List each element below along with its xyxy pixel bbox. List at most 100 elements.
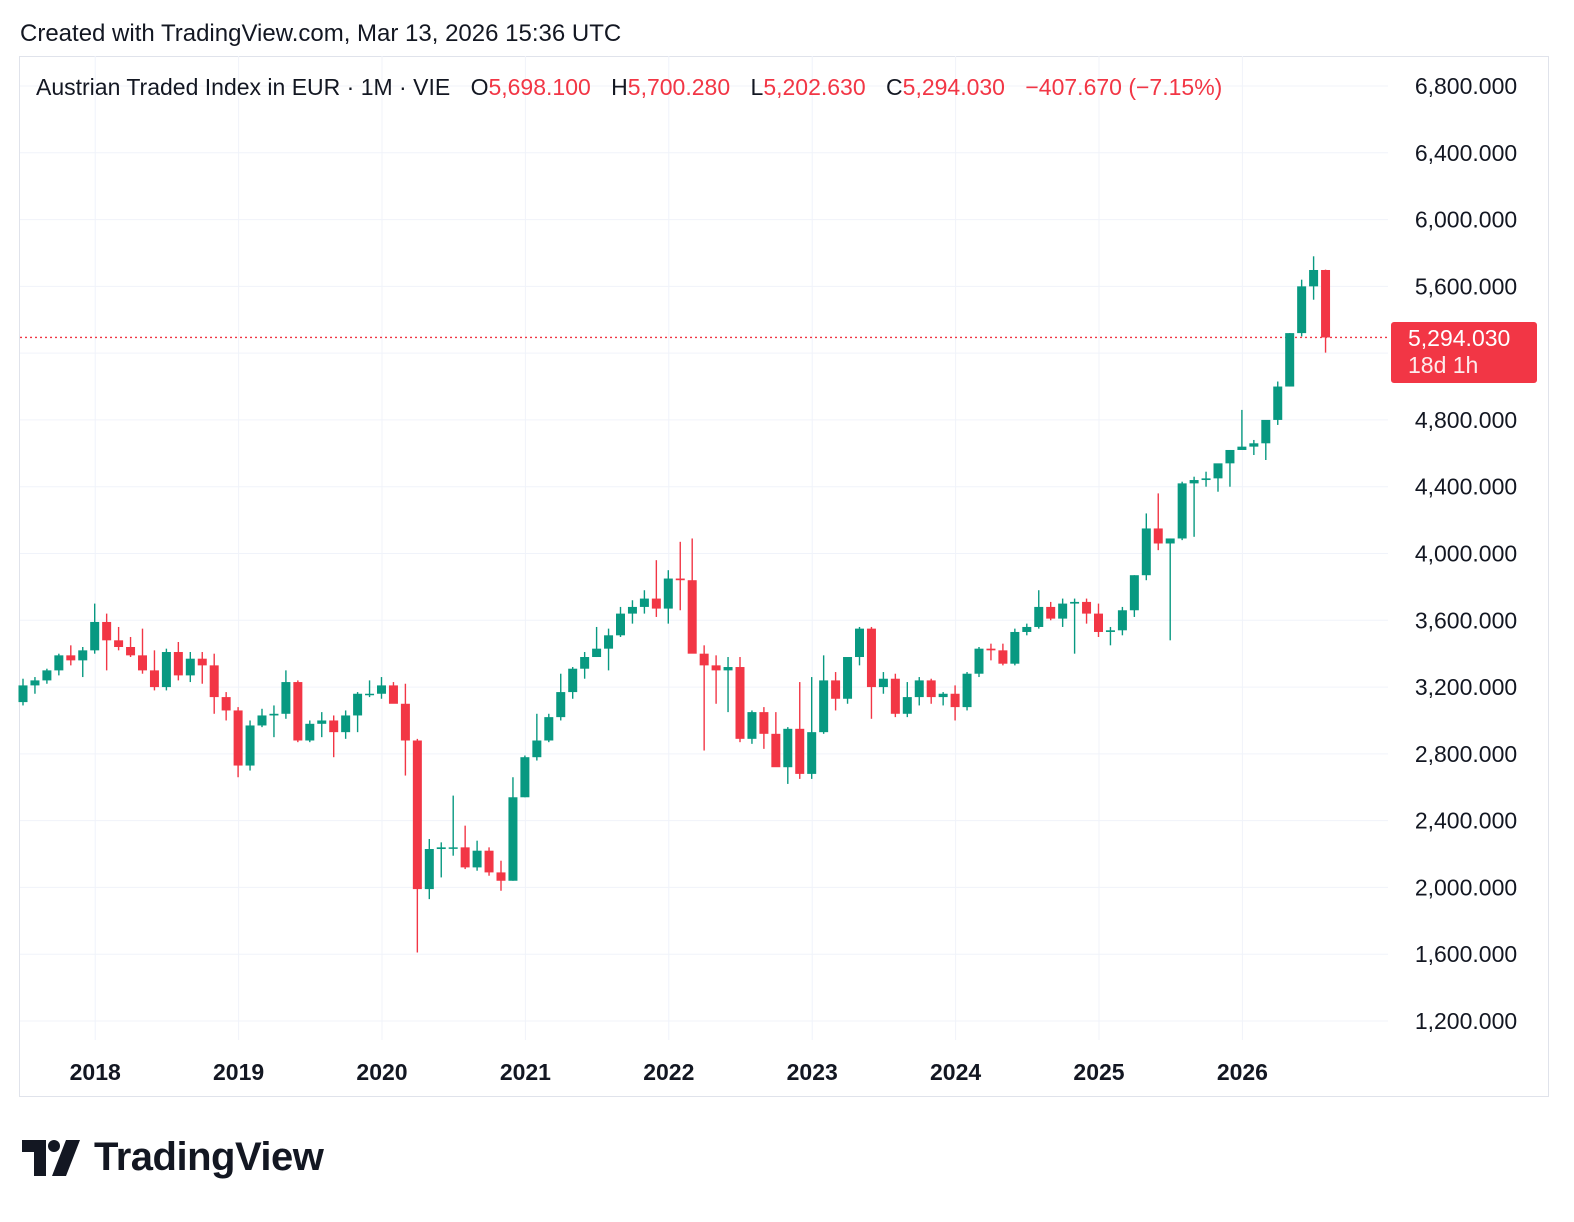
candle-up[interactable]: [281, 670, 291, 719]
candle-up[interactable]: [1309, 256, 1319, 300]
candle-down[interactable]: [197, 652, 207, 684]
candle-down[interactable]: [1153, 493, 1163, 551]
candle-up[interactable]: [974, 647, 984, 678]
candle-down[interactable]: [221, 692, 231, 721]
candle-up[interactable]: [1165, 538, 1175, 641]
candle-up[interactable]: [42, 668, 52, 684]
candle-up[interactable]: [1070, 598, 1080, 654]
candle-down[interactable]: [484, 847, 494, 876]
candle-up[interactable]: [317, 712, 327, 738]
candle-up[interactable]: [269, 705, 279, 738]
candle-up[interactable]: [783, 727, 793, 784]
candle-down[interactable]: [496, 860, 506, 891]
candle-down[interactable]: [412, 738, 422, 953]
candle-down[interactable]: [114, 626, 124, 651]
candle-up[interactable]: [532, 713, 542, 761]
candle-down[interactable]: [329, 715, 339, 758]
candle-up[interactable]: [1297, 279, 1307, 337]
candle-up[interactable]: [257, 708, 267, 728]
candle-down[interactable]: [400, 683, 410, 776]
candle-up[interactable]: [30, 677, 40, 694]
candle-down[interactable]: [890, 673, 900, 718]
candle-up[interactable]: [185, 652, 195, 683]
candle-up[interactable]: [448, 795, 458, 856]
candle-up[interactable]: [639, 590, 649, 614]
candle-up[interactable]: [1058, 598, 1068, 627]
candle-up[interactable]: [78, 647, 88, 678]
candle-up[interactable]: [1201, 471, 1211, 487]
candle-down[interactable]: [1046, 601, 1056, 621]
candle-up[interactable]: [592, 626, 602, 658]
candle-down[interactable]: [149, 650, 159, 691]
candle-up[interactable]: [353, 692, 363, 733]
candle-down[interactable]: [1082, 598, 1092, 624]
candle-up[interactable]: [161, 648, 171, 691]
tradingview-logo[interactable]: TradingView: [22, 1135, 324, 1180]
candle-down[interactable]: [460, 825, 470, 870]
chart-frame[interactable]: [19, 56, 1549, 1097]
candle-up[interactable]: [544, 713, 554, 743]
candle-up[interactable]: [1105, 626, 1115, 646]
candle-up[interactable]: [1261, 419, 1271, 460]
candle-up[interactable]: [508, 777, 518, 881]
candle-down[interactable]: [998, 643, 1008, 666]
candle-down[interactable]: [651, 560, 661, 617]
candle-up[interactable]: [616, 606, 625, 637]
candle-up[interactable]: [1177, 481, 1187, 541]
candle-down[interactable]: [831, 672, 841, 711]
candle-up[interactable]: [568, 667, 578, 699]
candle-up[interactable]: [819, 655, 829, 734]
candle-up[interactable]: [90, 603, 100, 654]
candle-down[interactable]: [1094, 603, 1103, 637]
candle-down[interactable]: [675, 541, 685, 611]
candle-up[interactable]: [472, 840, 482, 871]
candle-up[interactable]: [1034, 590, 1044, 629]
candle-down[interactable]: [687, 538, 697, 654]
candle-down[interactable]: [926, 678, 936, 704]
candle-up[interactable]: [723, 657, 733, 713]
candle-down[interactable]: [102, 613, 112, 671]
candle-down[interactable]: [233, 707, 243, 778]
candle-up[interactable]: [1189, 476, 1199, 537]
candle-down[interactable]: [866, 626, 876, 719]
candle-down[interactable]: [1321, 269, 1331, 353]
candle-up[interactable]: [520, 755, 530, 798]
candle-up[interactable]: [305, 720, 315, 743]
candle-down[interactable]: [173, 641, 183, 681]
candle-down[interactable]: [126, 636, 136, 658]
candle-up[interactable]: [365, 680, 375, 698]
candle-up[interactable]: [580, 652, 590, 679]
candle-down[interactable]: [735, 657, 745, 743]
candle-up[interactable]: [341, 710, 351, 739]
candle-up[interactable]: [424, 839, 434, 900]
candle-up[interactable]: [1273, 381, 1283, 425]
candle-up[interactable]: [1022, 623, 1032, 636]
candle-up[interactable]: [1285, 333, 1295, 387]
candle-down[interactable]: [388, 682, 398, 704]
candle-up[interactable]: [914, 677, 924, 706]
candle-up[interactable]: [436, 842, 446, 878]
candle-down[interactable]: [293, 680, 303, 743]
candle-down[interactable]: [759, 707, 769, 749]
candle-up[interactable]: [1117, 606, 1127, 636]
candle-up[interactable]: [962, 672, 972, 711]
candle-up[interactable]: [556, 673, 566, 721]
candle-up[interactable]: [878, 672, 888, 694]
candle-down[interactable]: [209, 653, 219, 714]
candle-up[interactable]: [604, 628, 614, 671]
candle-up[interactable]: [663, 570, 673, 624]
candle-up[interactable]: [1249, 439, 1259, 455]
candle-up[interactable]: [1010, 628, 1020, 666]
candle-down[interactable]: [711, 655, 721, 704]
candle-down[interactable]: [986, 643, 996, 661]
candle-up[interactable]: [377, 677, 386, 699]
candle-down[interactable]: [66, 645, 76, 666]
candle-up[interactable]: [1225, 449, 1235, 487]
candle-up[interactable]: [747, 710, 757, 744]
candle-down[interactable]: [699, 645, 709, 751]
candle-up[interactable]: [1141, 513, 1151, 581]
candle-down[interactable]: [771, 712, 781, 768]
candle-up[interactable]: [843, 657, 853, 704]
candle-up[interactable]: [1213, 463, 1223, 492]
